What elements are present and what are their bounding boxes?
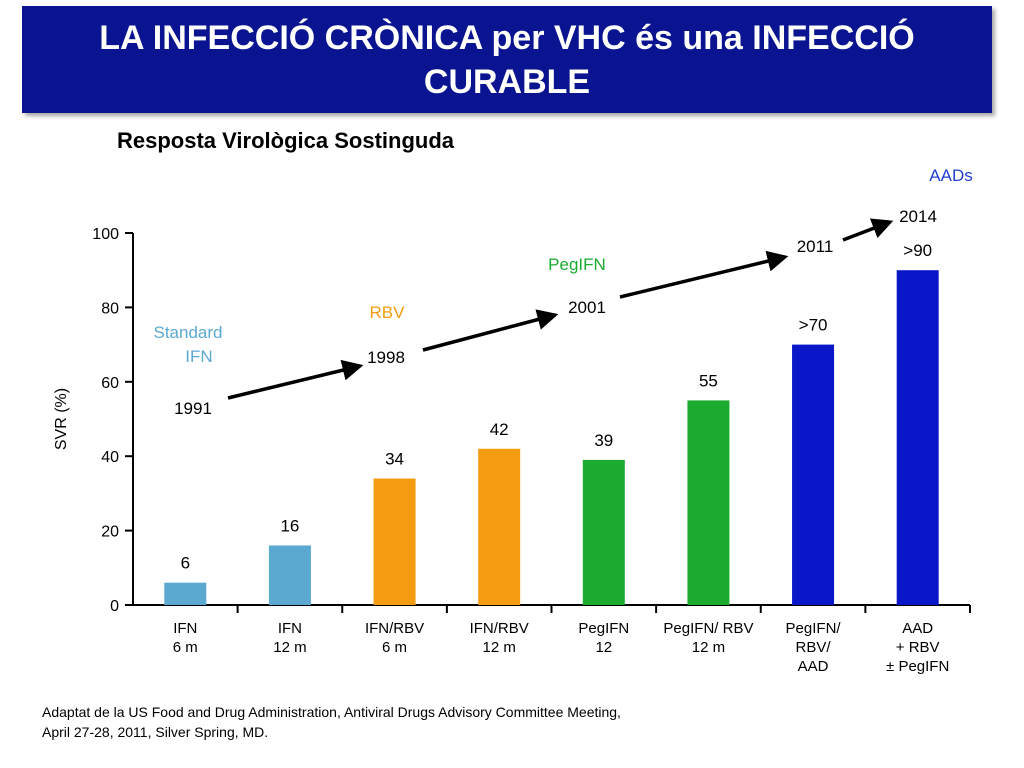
- year-label: 2001: [568, 298, 606, 317]
- x-category-label: AAD: [798, 658, 829, 675]
- x-category-label: 12 m: [483, 639, 516, 656]
- y-tick-label: 0: [110, 598, 119, 615]
- bar-value-label: >70: [799, 316, 828, 335]
- y-tick-label: 80: [101, 300, 119, 317]
- x-category-label: PegIFN/: [786, 620, 842, 637]
- x-category-label: 6 m: [173, 639, 198, 656]
- year-label: 2011: [797, 237, 834, 256]
- chart-subtitle: Resposta Virològica Sostinguda: [117, 128, 454, 153]
- bar-value-label: 42: [490, 420, 509, 439]
- y-tick-label: 20: [101, 524, 119, 541]
- bar: [687, 400, 730, 605]
- year-label: 2014: [899, 207, 937, 226]
- y-axis-label: SVR (%): [53, 388, 70, 450]
- bar: [792, 344, 835, 605]
- bar-value-label: >90: [903, 241, 932, 260]
- x-category-label: IFN: [278, 620, 302, 637]
- year-label: 1991: [174, 399, 212, 418]
- x-category-label: IFN/RBV: [470, 620, 529, 637]
- x-category-label: PegIFN/ RBV: [663, 620, 753, 637]
- bar: [373, 478, 416, 605]
- bar: [164, 582, 207, 605]
- era-label: RBV: [370, 303, 406, 322]
- x-category-label: IFN/RBV: [365, 620, 424, 637]
- era-label: Standard: [154, 323, 223, 342]
- bar-value-label: 39: [594, 431, 613, 450]
- bar: [896, 270, 939, 605]
- bar-value-label: 16: [280, 516, 299, 535]
- x-category-label: ± PegIFN: [886, 658, 949, 675]
- bar-value-label: 6: [181, 554, 190, 573]
- y-tick-label: 100: [92, 226, 119, 243]
- x-category-label: 12 m: [692, 639, 725, 656]
- x-category-label: 12 m: [273, 639, 306, 656]
- slide-title: LA INFECCIÓ CRÒNICA per VHC és una INFEC…: [99, 18, 915, 101]
- x-category-label: RBV/: [796, 639, 832, 656]
- bar-value-label: 34: [385, 450, 404, 469]
- year-label: 1998: [367, 348, 405, 367]
- title-banner: LA INFECCIÓ CRÒNICA per VHC és una INFEC…: [22, 6, 992, 113]
- bar: [582, 459, 625, 605]
- timeline-arrow: [619, 250, 789, 299]
- x-category-label: + RBV: [896, 639, 940, 656]
- footnote-line-1: Adaptat de la US Food and Drug Administr…: [42, 704, 621, 720]
- x-category-label: 6 m: [382, 639, 407, 656]
- era-label: PegIFN: [548, 255, 606, 274]
- x-category-label: AAD: [902, 620, 933, 637]
- y-tick-label: 60: [101, 375, 119, 392]
- bar-value-label: 55: [699, 371, 718, 390]
- x-category-label: IFN: [173, 620, 197, 637]
- x-category-label: PegIFN: [578, 620, 629, 637]
- era-label: AADs: [929, 166, 972, 185]
- bar: [478, 448, 521, 605]
- timeline-arrow: [422, 309, 559, 352]
- bar: [268, 545, 311, 605]
- timeline-arrow: [227, 359, 364, 400]
- svr-bar-chart: 0 20 40 60 80 100 SVR (%) 6 IFN 6 m 16 IFN 12 m 34 IFN…: [53, 166, 973, 675]
- era-label: IFN: [185, 347, 212, 366]
- footnote-line-2: April 27-28, 2011, Silver Spring, MD.: [42, 724, 269, 740]
- timeline-arrow: [842, 218, 894, 242]
- x-category-label: 12: [595, 639, 612, 656]
- y-tick-label: 40: [101, 449, 119, 466]
- source-footnote: Adaptat de la US Food and Drug Administr…: [42, 702, 682, 742]
